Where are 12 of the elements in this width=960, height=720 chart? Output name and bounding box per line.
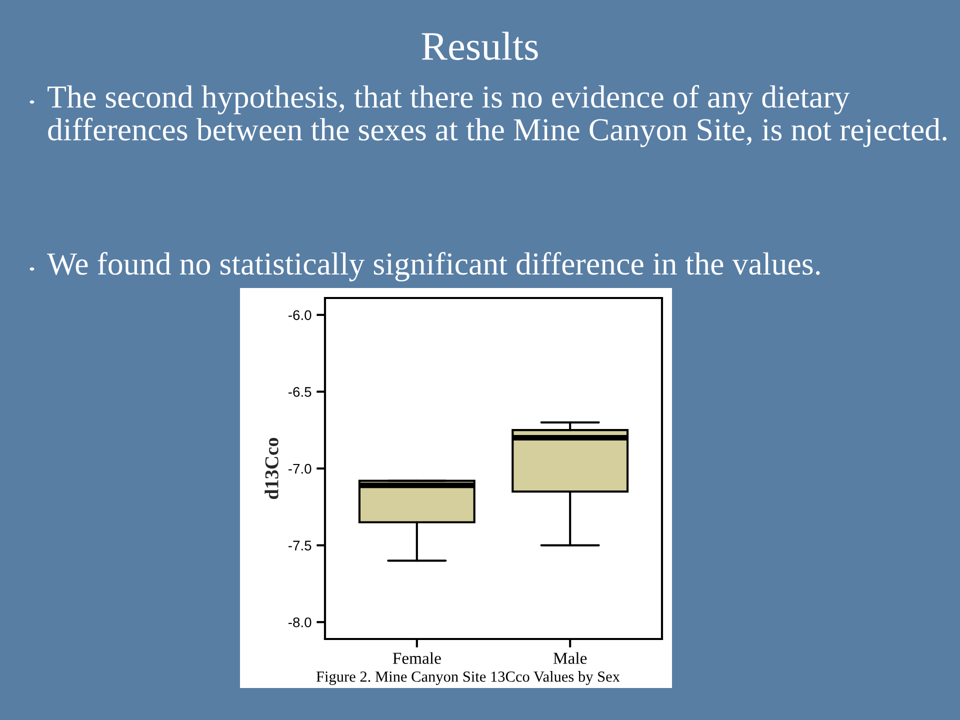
y-tick-label: -8.0 <box>288 617 312 628</box>
y-axis-title: d13Cco <box>264 438 278 500</box>
text: We found no statistically significant difference in the values. <box>47 252 820 282</box>
text: The second hypothesis, that there is no evidence of any dietary differences between the sexes at the Mine Canyon Site, is not rejected. <box>48 85 946 148</box>
y-tick-label: -7.5 <box>288 540 312 550</box>
y-tick-label: -6.5 <box>288 387 312 397</box>
y-tick-label: -7.0 <box>288 464 312 474</box>
chart-title: Results <box>422 32 538 60</box>
caption: Figure 2. Mine Canyon Site 13Cco Values by Sex <box>316 671 620 685</box>
y-tick-label: -6.0 <box>288 310 312 320</box>
x-tick-label: Male <box>553 652 587 664</box>
x-tick-label: Female <box>392 652 441 664</box>
